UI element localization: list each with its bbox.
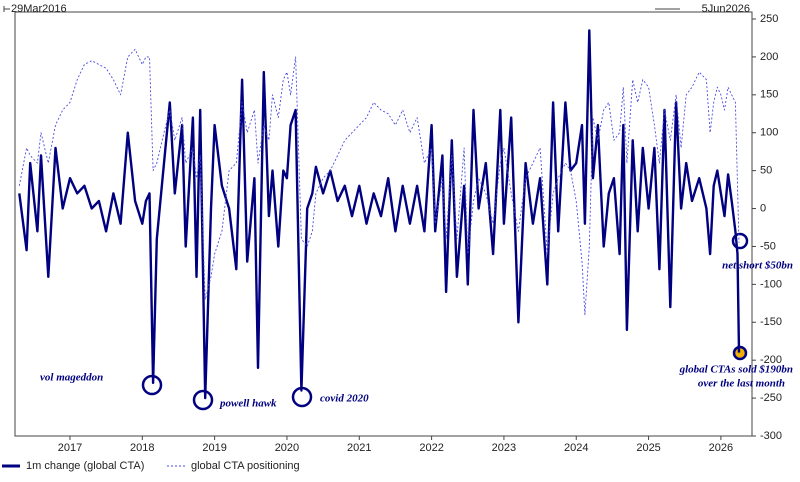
- x-tick-label: 2020: [275, 442, 299, 454]
- x-tick-label: 2026: [709, 442, 733, 454]
- y-tick-label: -200: [760, 354, 782, 366]
- x-tick-label: 2019: [202, 442, 226, 454]
- annotation: global CTAs sold $190bn: [679, 364, 793, 376]
- x-tick-label: 2024: [564, 442, 588, 454]
- y-tick-label: -300: [760, 430, 782, 442]
- y-tick-label: -250: [760, 392, 782, 404]
- y-tick-label: 200: [760, 51, 778, 63]
- highlight-circle: [192, 389, 214, 411]
- series-line: [18, 29, 741, 400]
- x-tick-label: 2023: [492, 442, 516, 454]
- y-tick-label: -150: [760, 316, 782, 328]
- y-tick-label: 0: [760, 202, 766, 214]
- end-date: 5Jun2026: [702, 3, 750, 15]
- y-tick-label: 250: [760, 13, 778, 25]
- plot-frame: [14, 11, 753, 437]
- y-tick-label: 150: [760, 89, 778, 101]
- start-date: 29Mar2016: [11, 3, 67, 15]
- x-tick-label: 2021: [347, 442, 371, 454]
- annotation: over the last month: [698, 378, 785, 390]
- x-tick-label: 2018: [130, 442, 154, 454]
- annotation: powell hawk: [219, 398, 277, 410]
- legend-label: 1m change (global CTA): [26, 460, 144, 472]
- y-tick-label: -100: [760, 278, 782, 290]
- highlight-circle: [731, 232, 749, 250]
- y-tick-label: -50: [760, 240, 776, 252]
- series-line: [18, 48, 740, 316]
- x-tick-label: 2017: [58, 442, 82, 454]
- y-tick-label: 50: [760, 165, 772, 177]
- x-tick-label: 2022: [419, 442, 443, 454]
- legend-label: global CTA positioning: [191, 460, 300, 472]
- annotation: covid 2020: [320, 393, 369, 405]
- annotation: vol mageddon: [40, 372, 103, 384]
- annotation: net short $50bn: [722, 260, 793, 272]
- y-tick-label: 100: [760, 127, 778, 139]
- x-tick-label: 2025: [636, 442, 660, 454]
